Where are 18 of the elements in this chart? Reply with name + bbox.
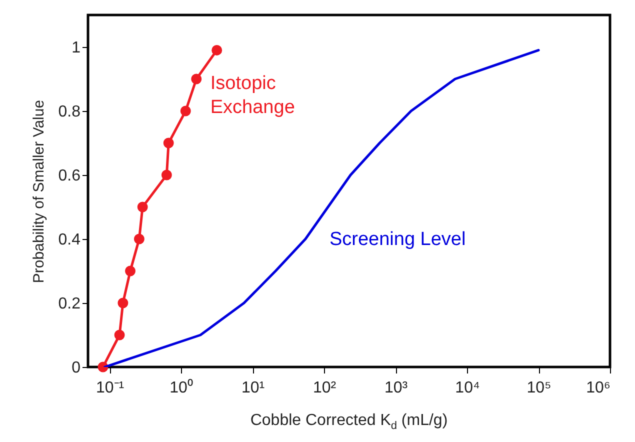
y-tick-label: 0.8 (58, 104, 81, 120)
x-tick-label: 10⁶ (586, 380, 610, 396)
x-tick-label: 10⁴ (455, 380, 480, 396)
series-label: Screening Level (329, 229, 466, 250)
y-axis-title: Probability of Smaller Value (30, 100, 48, 284)
x-tick-label: 10¹ (241, 380, 265, 396)
y-tick-label: 0.4 (58, 232, 81, 248)
x-tick-label: 10⁰ (170, 378, 194, 396)
x-axis-title: Cobble Corrected K$_{d}$ (mL/g) (249, 412, 449, 432)
y-tick-label: 0 (72, 360, 81, 376)
x-tick-label: 10³ (384, 380, 408, 396)
y-tick-label: 0.6 (58, 168, 81, 184)
series-label: Isotopic Exchange (210, 73, 295, 118)
x-tick-label: 10² (312, 380, 337, 396)
x-tick-label: 10⁻¹ (96, 380, 124, 396)
x-tick-label: 10⁵ (526, 380, 552, 396)
y-tick-label: 0.2 (58, 296, 81, 312)
y-tick-label: 1 (72, 40, 81, 56)
